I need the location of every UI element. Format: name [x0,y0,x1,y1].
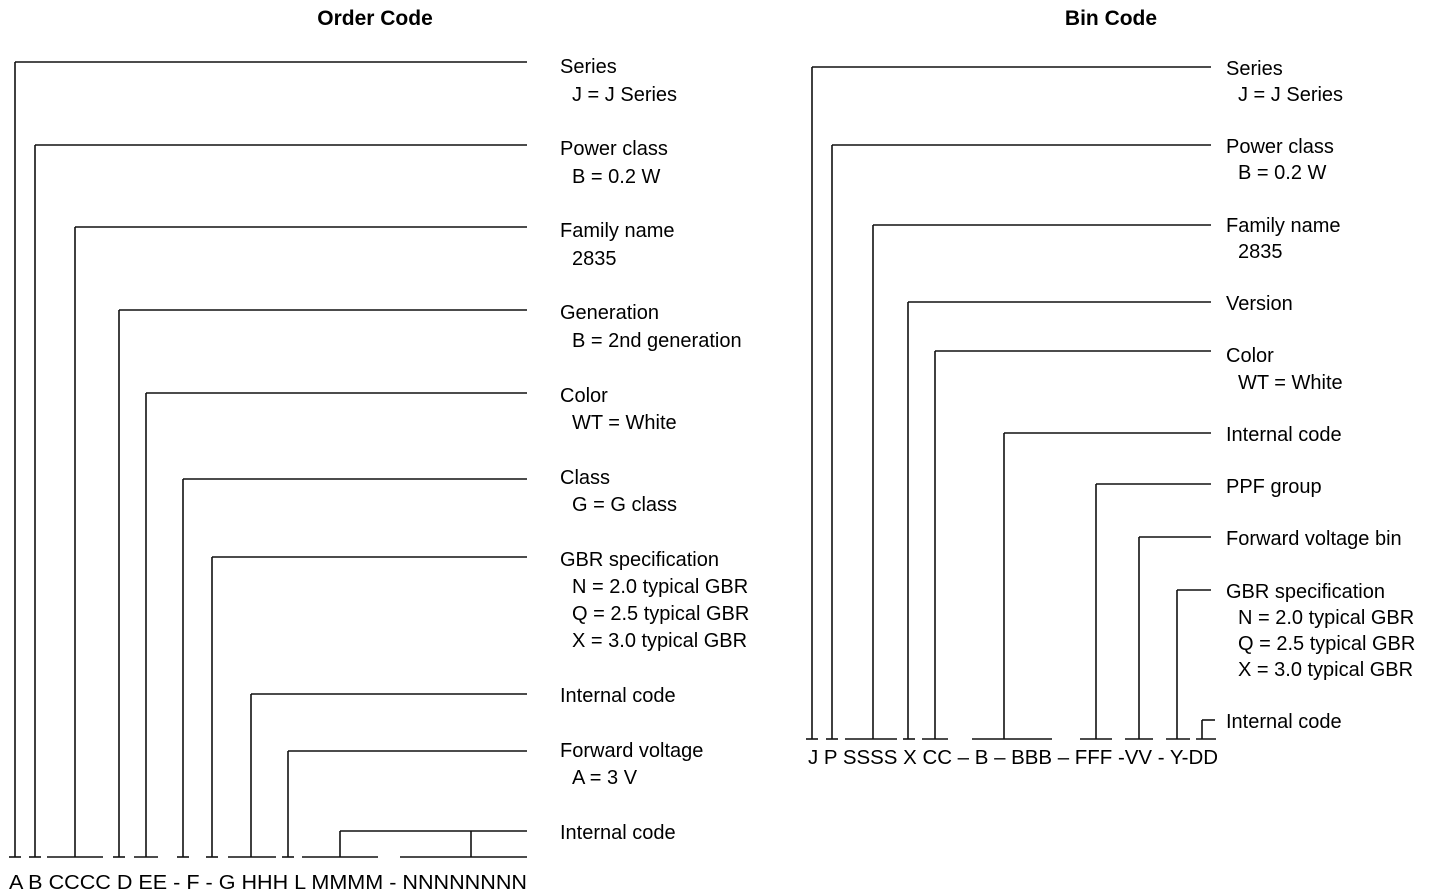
order-field-name: Family name [560,220,674,242]
order-field-label: Series J = J Series [560,56,677,106]
order-field-name: Power class [560,138,668,160]
bin-code-field-labels: Series J = J Series Power class B = 0.2 W Fa… [1226,58,1415,733]
bin-field-value: Q = 2.5 typical GBR [1238,633,1415,655]
bin-field-label: Internal code [1226,711,1342,733]
bin-field-label: Power class B = 0.2 W [1226,136,1334,184]
order-field-value: N = 2.0 typical GBR [572,576,748,598]
bin-field-label: GBR specification N = 2.0 typical GBR Q = … [1226,581,1415,681]
order-field-value: A = 3 V [572,767,638,789]
order-field-value: Q = 2.5 typical GBR [572,603,749,625]
order-field-label: Power class B = 0.2 W [560,138,668,188]
bin-field-value: J = J Series [1238,84,1343,106]
bin-code-title: Bin Code [1065,7,1157,30]
bin-field-label: Color WT = White [1226,345,1343,394]
bin-field-name: Series [1226,58,1283,80]
bin-field-name: Color [1226,345,1274,367]
bin-code-string: J P SSSS X CC – B – BBB – FFF -VV - Y-DD [808,747,1218,769]
order-code-string: A B CCCC D EE - F - G HHH L MMMM - NNNNN… [9,872,527,894]
order-field-value: J = J Series [572,84,677,106]
bin-field-name: Family name [1226,215,1340,237]
bin-field-label: Series J = J Series [1226,58,1343,106]
bin-field-value: X = 3.0 typical GBR [1238,659,1413,681]
bin-field-label: PPF group [1226,476,1322,498]
order-field-value: B = 2nd generation [572,330,742,352]
order-field-value: WT = White [572,412,677,434]
bin-field-value: WT = White [1238,372,1343,394]
bin-field-value: B = 0.2 W [1238,162,1326,184]
order-field-name: Color [560,385,608,407]
bin-field-value: 2835 [1238,241,1283,263]
order-field-label: Generation B = 2nd generation [560,302,742,352]
bin-field-name: Version [1226,293,1293,315]
order-field-value: G = G class [572,494,677,516]
order-field-value: X = 3.0 typical GBR [572,630,747,652]
order-field-label: Family name 2835 [560,220,674,270]
order-field-label: Color WT = White [560,385,677,434]
order-field-name: Class [560,467,610,489]
order-field-name: Internal code [560,685,676,707]
order-field-name: Forward voltage [560,740,703,762]
bin-field-name: GBR specification [1226,581,1385,603]
order-field-value: 2835 [572,248,617,270]
order-code-title: Order Code [317,7,433,30]
order-code-leader-lines [9,61,527,858]
bin-field-label: Forward voltage bin [1226,528,1402,550]
bin-field-name: Internal code [1226,711,1342,733]
bin-field-name: Forward voltage bin [1226,528,1402,550]
bin-field-value: N = 2.0 typical GBR [1238,607,1414,629]
bin-field-name: PPF group [1226,476,1322,498]
order-field-label: GBR specification N = 2.0 typical GBR Q = … [560,549,749,652]
order-field-label: Internal code [560,685,676,707]
bin-field-label: Version [1226,293,1293,315]
order-field-name: GBR specification [560,549,719,571]
order-field-name: Series [560,56,617,78]
order-field-name: Internal code [560,822,676,844]
order-field-label: Class G = G class [560,467,677,516]
bin-field-name: Power class [1226,136,1334,158]
bin-field-label: Family name 2835 [1226,215,1340,263]
bin-field-name: Internal code [1226,424,1342,446]
order-field-name: Generation [560,302,659,324]
bin-field-label: Internal code [1226,424,1342,446]
order-field-label: Forward voltage A = 3 V [560,740,703,789]
order-field-value: B = 0.2 W [572,166,660,188]
order-field-label: Internal code [560,822,676,844]
bin-code-leader-lines [806,66,1216,740]
order-code-field-labels: Series J = J Series Power class B = 0.2 W Fa… [560,56,749,844]
